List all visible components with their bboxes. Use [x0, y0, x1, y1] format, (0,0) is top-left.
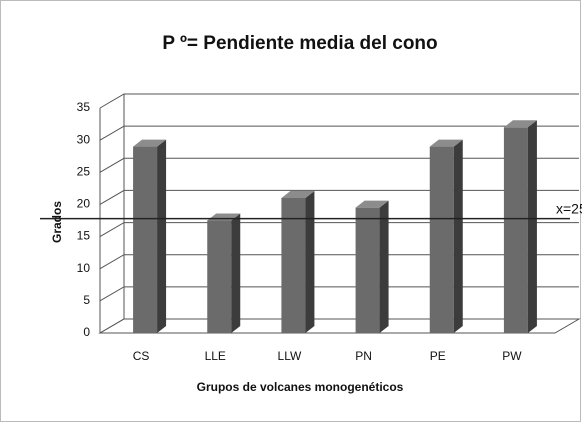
y-tick-label: 30 [77, 132, 91, 146]
x-tick-label: PW [502, 349, 522, 363]
grid-line [99, 318, 579, 334]
annotation: x=25 [556, 200, 582, 216]
grid-line [99, 157, 579, 173]
bar-face [429, 139, 463, 147]
x-tick-label: CS [133, 349, 150, 363]
y-tick-label: 0 [83, 325, 90, 339]
bar-face [355, 207, 380, 333]
y-tick-label: 25 [77, 164, 91, 178]
bar-face [207, 220, 232, 333]
bar-face [503, 127, 528, 334]
bar-face [157, 139, 167, 333]
y-axis-title: Grados [50, 201, 64, 243]
x-tick-label: PE [430, 349, 446, 363]
grid-line [99, 189, 579, 205]
x-tick-label: LLW [278, 349, 302, 363]
bar [281, 191, 315, 333]
bar-face [305, 191, 315, 333]
bar-face [379, 200, 389, 333]
y-tick-label: 20 [77, 197, 91, 211]
bar-face [281, 191, 315, 198]
grid-line [99, 254, 579, 270]
chart-title: P º= Pendiente media del cono [162, 33, 437, 54]
bar-face [527, 120, 537, 334]
bar [207, 213, 241, 333]
grid-line [99, 93, 579, 109]
bar-face [503, 120, 537, 128]
x-tick-label: PN [355, 349, 372, 363]
y-tick-label: 35 [77, 100, 91, 114]
bar-face [281, 198, 306, 333]
y-tick-label: 15 [77, 229, 91, 243]
x-axis-title: Grupos de volcanes monogenéticos [197, 380, 404, 394]
bar-face [355, 200, 389, 208]
bar-face [133, 146, 158, 333]
bar [355, 200, 389, 333]
bar [429, 139, 463, 333]
x-tick-label: LLE [205, 349, 226, 363]
bar-face [453, 139, 463, 333]
bar-face [231, 213, 241, 333]
bar-face [133, 139, 167, 147]
bar [133, 139, 167, 333]
grid-line [99, 222, 579, 238]
y-tick-label: 5 [83, 293, 90, 307]
bar-face [429, 146, 454, 333]
y-tick-label: 10 [77, 261, 91, 275]
grid-line [99, 125, 579, 141]
bar [503, 120, 537, 334]
grid-line [99, 286, 579, 302]
